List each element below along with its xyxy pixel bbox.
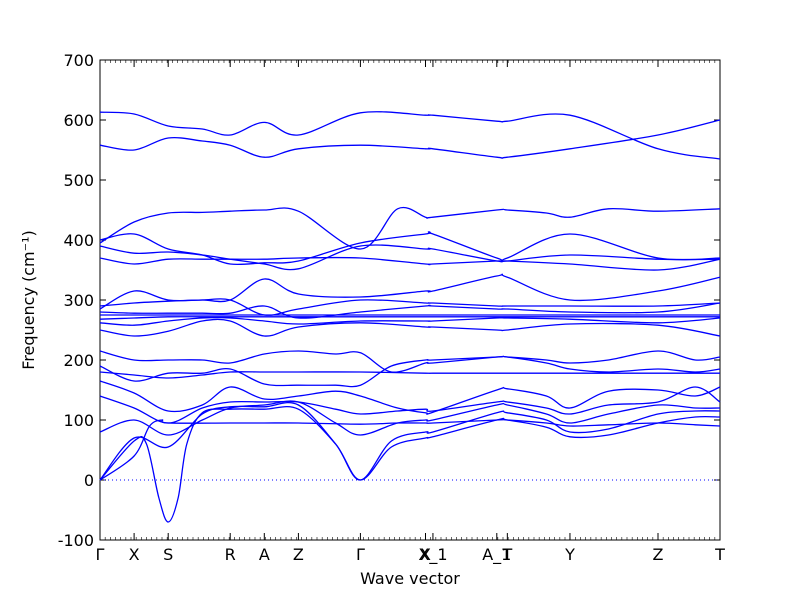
x-axis-label: Wave vector bbox=[360, 569, 460, 588]
x-tick-label: Z bbox=[293, 545, 304, 564]
phonon-branch-19 bbox=[99, 231, 721, 266]
x-tick-label: Γ bbox=[96, 545, 105, 564]
y-tick-label: 500 bbox=[63, 171, 94, 190]
phonon-branch-4 bbox=[99, 400, 721, 436]
phonon-branch-1 bbox=[99, 418, 721, 481]
y-tick-label: 100 bbox=[63, 411, 94, 430]
y-tick-label: -100 bbox=[58, 531, 94, 550]
x-tick-label: Z bbox=[653, 545, 664, 564]
x-tick-label: T bbox=[714, 545, 725, 564]
x-tick-label: Γ bbox=[356, 545, 365, 564]
x-tick-label: X bbox=[420, 545, 431, 564]
phonon-branch-8 bbox=[99, 355, 721, 388]
phonon-branch-5 bbox=[99, 386, 721, 424]
y-tick-label: 0 bbox=[84, 471, 94, 490]
axis-ticks bbox=[99, 59, 721, 541]
x-tick-label: X_1 bbox=[418, 545, 447, 565]
phonon-branch-3 bbox=[99, 401, 721, 481]
phonon-branch-10 bbox=[99, 318, 721, 337]
x-tick-label: R bbox=[225, 545, 236, 564]
phonon-branch-6 bbox=[99, 380, 721, 415]
x-tick-label: S bbox=[163, 545, 173, 564]
phonon-branch-11 bbox=[99, 316, 721, 326]
x-tick-label: A bbox=[259, 545, 270, 564]
phonon-branch-16 bbox=[99, 273, 721, 310]
y-axis-label: Frequency (cm⁻¹) bbox=[19, 230, 38, 369]
phonon-branch-7 bbox=[99, 371, 720, 379]
y-tick-label: 400 bbox=[63, 231, 94, 250]
phonon-branch-14 bbox=[99, 302, 721, 319]
y-tick-label: 600 bbox=[63, 111, 94, 130]
y-tick-label: 200 bbox=[63, 351, 94, 370]
phonon-branch-22 bbox=[99, 111, 721, 160]
y-axis-unit: (cm⁻¹) bbox=[19, 230, 38, 282]
phonon-branch-20 bbox=[99, 206, 721, 250]
phonon-branch-12 bbox=[99, 316, 720, 320]
y-tick-label: 300 bbox=[63, 291, 94, 310]
y-tick-label: 700 bbox=[63, 51, 94, 70]
x-tick-label: A_1 bbox=[482, 545, 511, 565]
series-layer bbox=[99, 111, 721, 523]
phonon-branch-21 bbox=[99, 119, 721, 159]
x-tick-label: Y bbox=[564, 545, 575, 564]
x-tick-label: X bbox=[129, 545, 140, 564]
phonon-branch-9 bbox=[99, 350, 721, 373]
phonon-branch-17 bbox=[99, 254, 721, 266]
x-tick-label: T bbox=[501, 545, 512, 564]
phonon-branch-18 bbox=[99, 244, 721, 271]
